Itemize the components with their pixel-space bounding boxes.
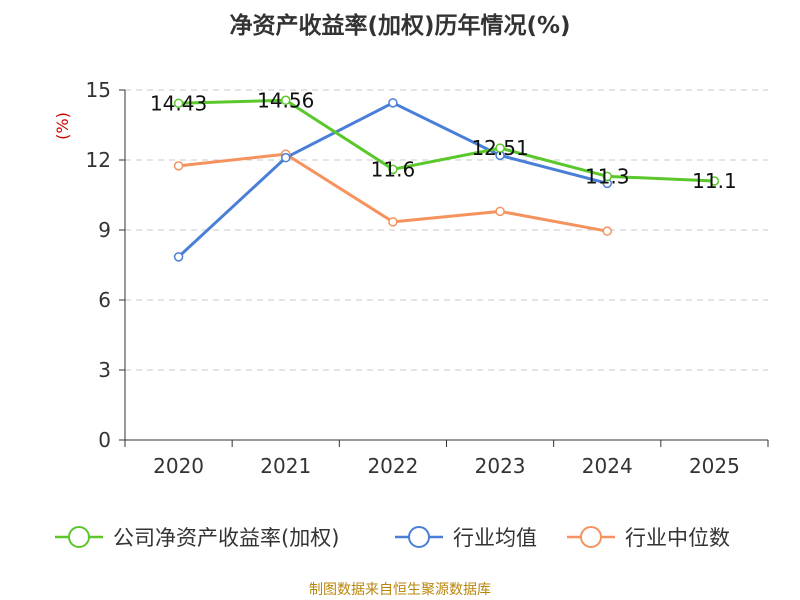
legend-item-1[interactable]: 行业均值 bbox=[395, 526, 537, 550]
x-tick-labels: 2020 2021 2022 2023 2024 2025 bbox=[153, 454, 740, 478]
legend-marker bbox=[408, 526, 430, 548]
x-tick-label: 2024 bbox=[582, 454, 633, 478]
data-point[interactable] bbox=[388, 217, 398, 227]
legend: 公司净资产收益率(加权) 行业均值 行业中位数 bbox=[55, 526, 730, 550]
y-tick-label: 9 bbox=[98, 218, 111, 242]
data-point[interactable] bbox=[173, 252, 184, 262]
chart-title: 净资产收益率(加权)历年情况(%) bbox=[229, 13, 571, 39]
legend-marker bbox=[580, 526, 602, 548]
x-tick-label: 2023 bbox=[475, 454, 526, 478]
data-point[interactable] bbox=[602, 171, 612, 182]
data-point[interactable] bbox=[495, 143, 505, 153]
y-tick-label: 6 bbox=[98, 288, 111, 312]
data-labels: 14.43 14.56 11.6 12.51 11.3 11.1 bbox=[150, 88, 737, 193]
data-point[interactable] bbox=[388, 98, 398, 108]
data-point[interactable] bbox=[173, 161, 184, 171]
y-tick-label: 3 bbox=[98, 358, 111, 382]
x-tick-label: 2022 bbox=[367, 454, 418, 478]
legend-marker bbox=[68, 526, 90, 548]
data-point[interactable] bbox=[281, 95, 291, 106]
series-line-0 bbox=[178, 98, 715, 183]
data-point[interactable] bbox=[281, 152, 291, 163]
axes bbox=[119, 89, 769, 447]
legend-item-0[interactable]: 公司净资产收益率(加权) bbox=[55, 526, 339, 550]
x-tick-label: 2021 bbox=[260, 454, 311, 478]
data-label: 14.56 bbox=[257, 88, 314, 112]
legend-label: 公司净资产收益率(加权) bbox=[113, 526, 339, 550]
data-point[interactable] bbox=[173, 98, 184, 109]
series-points bbox=[173, 95, 720, 262]
legend-item-2[interactable]: 行业中位数 bbox=[567, 526, 730, 550]
x-tick-label: 2020 bbox=[153, 454, 204, 478]
y-tick-label: 15 bbox=[86, 78, 111, 102]
y-axis-unit-label: (%) bbox=[53, 112, 72, 140]
data-label: 11.6 bbox=[371, 157, 416, 181]
grid-lines bbox=[125, 89, 768, 371]
data-point[interactable] bbox=[709, 176, 720, 186]
y-tick-label: 0 bbox=[98, 428, 111, 452]
y-tick-label: 12 bbox=[86, 148, 111, 172]
y-tick-labels: 0 3 6 9 12 15 bbox=[86, 78, 111, 452]
data-label: 12.51 bbox=[471, 136, 528, 160]
data-label: 11.1 bbox=[692, 169, 737, 193]
data-label: 11.3 bbox=[585, 164, 630, 188]
series-lines bbox=[177, 98, 715, 258]
data-label: 14.43 bbox=[150, 91, 207, 115]
source-note: 制图数据来自恒生聚源数据库 bbox=[309, 582, 491, 598]
legend-label: 行业中位数 bbox=[625, 526, 730, 550]
data-point[interactable] bbox=[388, 164, 398, 175]
legend-label: 行业均值 bbox=[453, 526, 537, 550]
x-tick-label: 2025 bbox=[689, 454, 740, 478]
data-point[interactable] bbox=[602, 226, 612, 236]
data-point[interactable] bbox=[495, 206, 505, 217]
